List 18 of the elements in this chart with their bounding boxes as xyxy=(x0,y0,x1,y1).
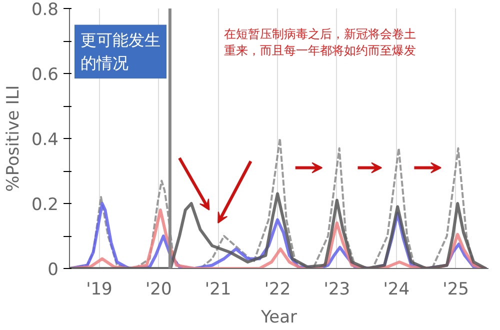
x-tick-label: '21 xyxy=(204,280,232,300)
x-tick-label: '24 xyxy=(383,280,410,300)
y-tick-label: 0.2 xyxy=(31,195,59,215)
x-tick-label: '19 xyxy=(86,280,112,300)
x-tick-label: '25 xyxy=(442,280,469,300)
y-tick-label: 0.4 xyxy=(31,130,59,150)
y-tick-label: 0.6 xyxy=(31,65,59,85)
annotation: 更可能发生 xyxy=(80,30,160,50)
annotation: 的情况 xyxy=(80,54,128,72)
y-tick-label: 0.8 xyxy=(31,0,59,20)
annotation: 重来，而且每一年都将如约而至爆发 xyxy=(224,43,416,58)
x-tick-label: '23 xyxy=(324,280,350,300)
x-tick-label: '22 xyxy=(264,280,291,300)
y-tick-label: 0 xyxy=(48,260,59,280)
y-axis-title: %Positive ILI xyxy=(3,85,24,192)
x-tick-label: '20 xyxy=(145,280,172,300)
annotation: 在短暂压制病毒之后，新冠将会卷土 xyxy=(224,27,416,41)
x-axis-title: Year xyxy=(260,308,298,328)
